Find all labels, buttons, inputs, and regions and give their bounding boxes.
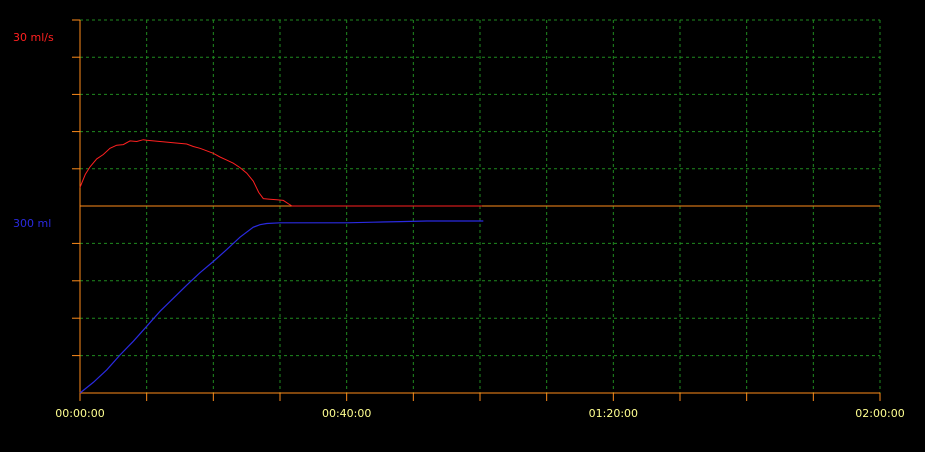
volume-axis-label: 300 ml (13, 217, 51, 230)
voided-volume-series-line (79, 220, 484, 394)
x-tick-label: 01:20:00 (589, 407, 638, 420)
x-tick-label: 02:00:00 (855, 407, 904, 420)
x-tick-label: 00:40:00 (322, 407, 371, 420)
series-layer (79, 139, 484, 394)
time-tick-labels: 00:00:00 00:40:00 01:20:00 02:00:00 (55, 407, 904, 420)
flow-rate-series-line (79, 139, 482, 207)
flow-axis-label: 30 ml/s (13, 31, 54, 44)
x-tick-label: 00:00:00 (55, 407, 104, 420)
